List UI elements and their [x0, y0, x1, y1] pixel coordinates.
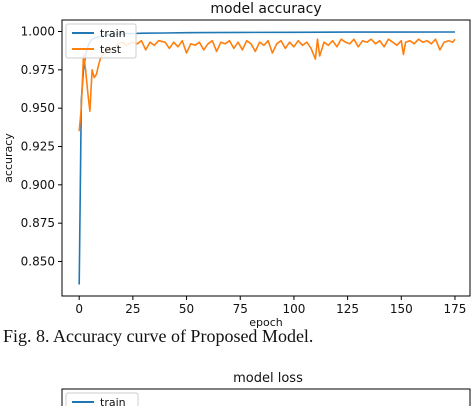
x-tick-label: 50	[179, 302, 194, 316]
legend-label-test: test	[100, 43, 122, 56]
accuracy-y-axis-label: accuracy	[2, 133, 15, 183]
y-tick-label: 0.975	[21, 63, 55, 77]
y-tick-label: 1.000	[21, 25, 55, 39]
x-tick-label: 75	[233, 302, 248, 316]
y-tick-label: 0.950	[21, 101, 55, 115]
y-tick-label: 0.850	[21, 255, 55, 269]
x-tick-label: 175	[444, 302, 467, 316]
y-tick-label: 0.925	[21, 140, 55, 154]
loss-plot-frame	[61, 388, 471, 406]
accuracy-y-ticks: 0.850 0.875 0.900 0.925 0.950 0.975 1.000	[21, 25, 62, 269]
loss-chart: model loss train	[61, 371, 471, 406]
y-tick-label: 0.900	[21, 178, 55, 192]
loss-legend-label-train: train	[100, 396, 126, 406]
accuracy-plot-frame	[61, 19, 471, 297]
x-tick-label: 25	[125, 302, 140, 316]
x-tick-label: 125	[336, 302, 359, 316]
accuracy-plot-lines	[78, 31, 456, 285]
loss-chart-title: model loss	[233, 371, 303, 386]
y-tick-label: 0.875	[21, 216, 55, 230]
loss-legend: train	[65, 392, 139, 406]
figure-caption: Fig. 8. Accuracy curve of Proposed Model…	[3, 326, 314, 346]
x-tick-label: 100	[282, 302, 305, 316]
accuracy-x-axis-label: epoch	[249, 316, 283, 329]
x-tick-label: 150	[390, 302, 413, 316]
accuracy-x-ticks: 0 25 50 75 100 125 150 175	[75, 296, 466, 316]
series-line-train	[78, 31, 456, 285]
accuracy-legend: train test	[65, 23, 137, 59]
legend-label-train: train	[100, 27, 126, 40]
accuracy-chart: model accuracy 0.850 0.875 0.900 0.925 0.950…	[2, 1, 471, 329]
accuracy-chart-title: model accuracy	[210, 1, 321, 17]
x-tick-label: 0	[75, 302, 83, 316]
